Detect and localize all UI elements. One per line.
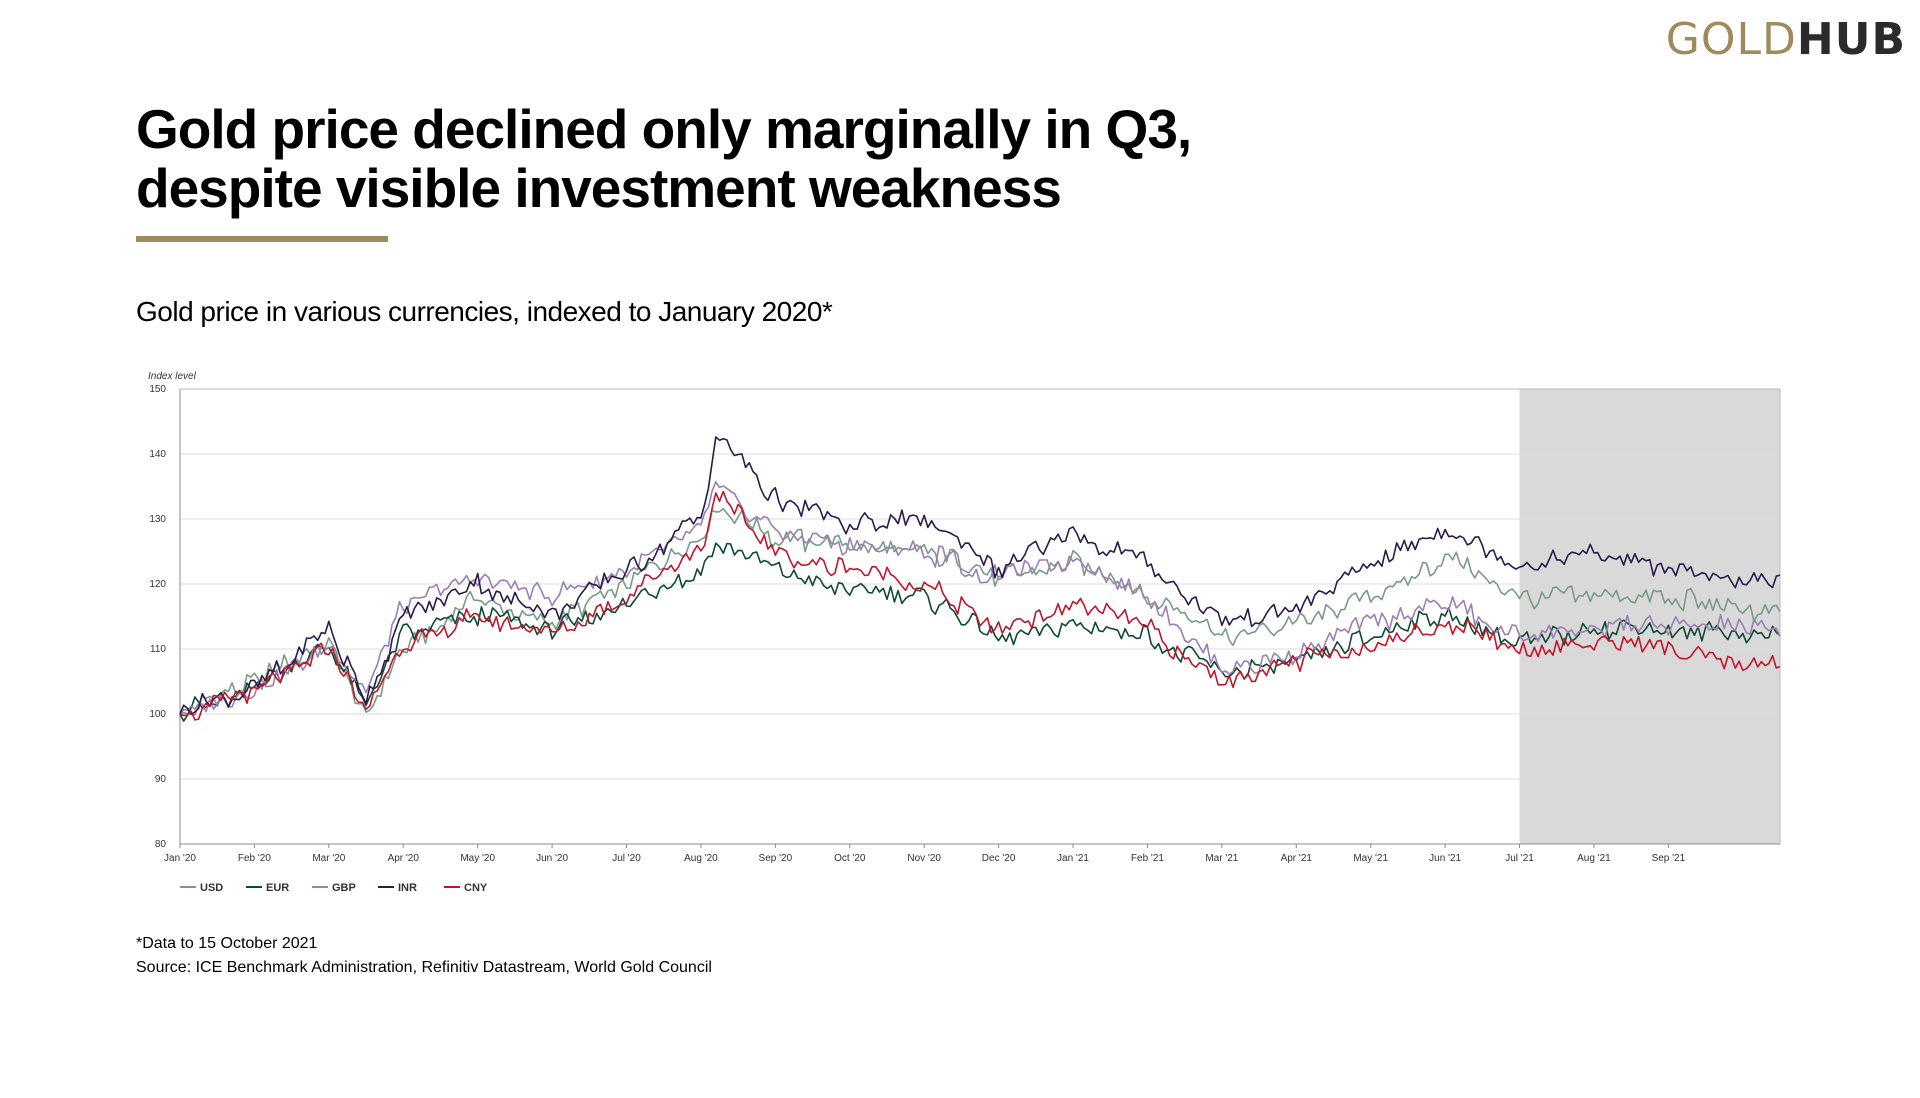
x-tick-label: Dec '20	[982, 853, 1016, 864]
source-note: Source: ICE Benchmark Administration, Re…	[136, 959, 712, 976]
legend-label-cny: CNY	[464, 882, 488, 894]
x-tick-label: Jan '21	[1057, 853, 1089, 864]
y-tick-label: 150	[149, 384, 166, 395]
title-underline	[136, 236, 388, 242]
x-tick-label: Jun '21	[1429, 853, 1461, 864]
y-tick-label: 120	[149, 579, 166, 590]
page-title: Gold price declined only marginally in Q…	[136, 98, 1436, 220]
series-line-inr	[179, 436, 1781, 716]
x-tick-label: Aug '21	[1577, 853, 1611, 864]
x-tick-label: Jul '20	[612, 853, 641, 864]
y-tick-label: 140	[149, 449, 166, 460]
y-tick-label: 130	[149, 514, 166, 525]
series-line-cny	[179, 490, 1781, 721]
x-tick-label: Jun '20	[536, 853, 568, 864]
y-axis-label: Index level	[148, 371, 197, 382]
x-tick-label: Mar '20	[312, 853, 345, 864]
x-tick-label: Jul '21	[1505, 853, 1534, 864]
footnote: *Data to 15 October 2021 Source: ICE Ben…	[136, 932, 712, 980]
y-tick-label: 100	[149, 709, 166, 720]
chart-container: 80 90 100 110 120 130 140 150 Jan '20 Feb '20 Mar …	[130, 362, 1790, 907]
y-tick-label: 90	[155, 774, 167, 785]
legend-label-gbp: GBP	[332, 882, 356, 894]
legend-label-inr: INR	[398, 882, 417, 894]
x-tick-label: May '21	[1353, 853, 1388, 864]
series-line-gbp	[179, 481, 1781, 715]
x-tick-label: Aug '20	[684, 853, 718, 864]
title-line-1: Gold price declined only marginally in Q…	[136, 98, 1192, 160]
data-note: *Data to 15 October 2021	[136, 935, 318, 952]
logo-hub-text: HUB	[1796, 14, 1906, 65]
x-tick-label: Apr '20	[388, 853, 420, 864]
chart-subtitle: Gold price in various currencies, indexe…	[136, 296, 833, 327]
y-tick-label: 80	[155, 839, 167, 850]
title-line-2: despite visible investment weakness	[136, 157, 1062, 220]
x-tick-label: Apr '21	[1281, 853, 1313, 864]
x-tick-label: Feb '21	[1131, 853, 1164, 864]
x-tick-label: Nov '20	[907, 853, 941, 864]
x-tick-label: Sep '21	[1652, 853, 1686, 864]
legend-label-eur: EUR	[266, 882, 289, 894]
legend-label-usd: USD	[200, 882, 223, 894]
x-tick-label: May '20	[460, 853, 495, 864]
x-tick-label: Feb '20	[238, 853, 271, 864]
x-tick-label: Jan '20	[164, 853, 196, 864]
x-tick-label: Mar '21	[1205, 853, 1238, 864]
logo-gold-text: GOLD	[1665, 14, 1797, 65]
x-tick-label: Oct '20	[834, 853, 866, 864]
goldhub-logo[interactable]: GOLDHUB	[1666, 14, 1906, 65]
series-line-usd	[179, 508, 1781, 716]
line-chart: 80 90 100 110 120 130 140 150 Jan '20 Feb '20 Mar …	[148, 371, 1781, 894]
x-tick-label: Sep '20	[759, 853, 793, 864]
y-tick-label: 110	[150, 644, 166, 655]
